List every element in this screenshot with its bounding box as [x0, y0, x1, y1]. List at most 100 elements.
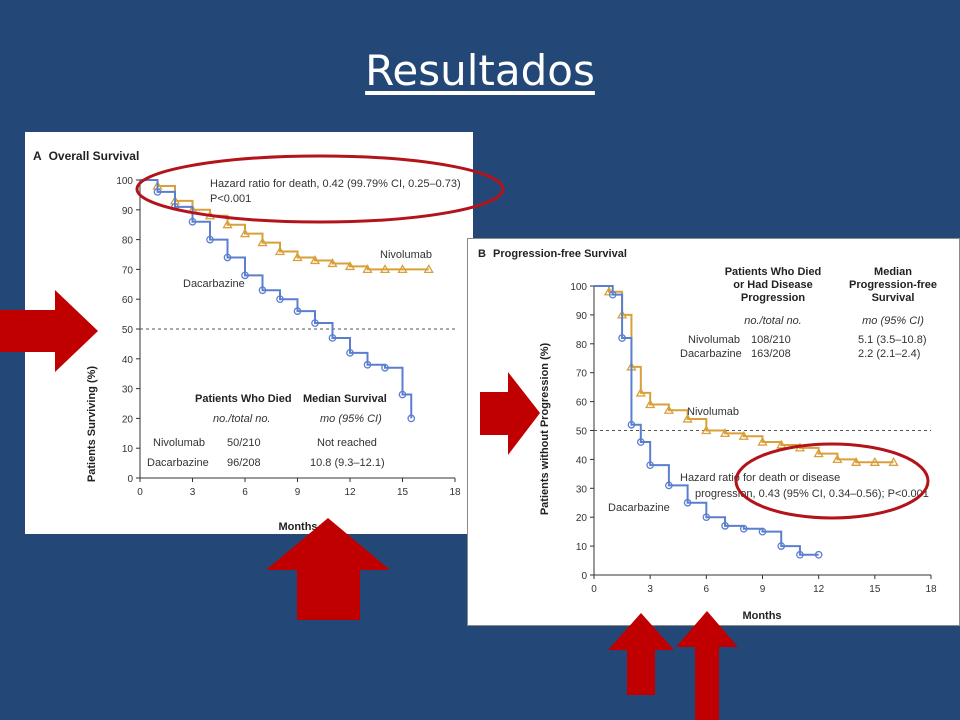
panel-b-nivolumab-curve [594, 285, 894, 464]
panel-b-dacarbazine-point [758, 527, 767, 536]
panel-a-nivolumab-point [423, 264, 434, 274]
panel-b-dacarbazine-point [618, 334, 626, 342]
panel-b-y-tick-label: 100 [570, 282, 587, 293]
panel-a-nivolumab-label: Nivolumab [380, 249, 432, 261]
panel-a-nivolumab-point [292, 252, 303, 262]
panel-b-nivolumab-point [645, 399, 656, 409]
panel-b-y-tick-label: 0 [581, 571, 587, 582]
panel-b-nivolumab-label: Nivolumab [687, 406, 739, 418]
panel-a-dacarbazine-point [223, 253, 232, 262]
panel-b-table-header-died: Patients Who Died or Had Disease Progressi… [725, 266, 822, 304]
panel-b-hazard-line1: Hazard ratio for death or disease [680, 472, 840, 484]
panel-b-y-tick-label: 70 [576, 369, 588, 380]
panel-b-y-tick-label: 20 [576, 513, 588, 524]
panel-a-y-tick-label: 80 [122, 236, 134, 247]
panel-a-x-tick-label: 15 [397, 487, 409, 498]
panel-a-dacarbazine-curve [140, 179, 413, 419]
panel-b-dacarbazine-point [702, 513, 711, 522]
slide-title: Resultados [365, 46, 595, 95]
panel-a-table-sub-median: mo (95% CI) [320, 413, 382, 425]
panel-b-dacarbazine-point [608, 290, 617, 299]
panel-a-nivolumab-point [397, 264, 408, 274]
panel-b-nivolumab-point [701, 425, 712, 435]
panel-b-nivolumab-point [682, 413, 693, 423]
panel-b-hazard-line2: progression, 0.43 (95% CI, 0.34–0.56); P… [695, 488, 929, 500]
panel-b-y-tick-label: 80 [576, 340, 588, 351]
panel-a-dacarbazine-point [398, 390, 407, 399]
progression-free-survival-panel: B Progression-free Survival Patients wit… [467, 238, 960, 626]
panel-b-x-tick-label: 6 [704, 584, 710, 595]
panel-a-y-tick-label: 10 [122, 444, 134, 455]
panel-b-x-tick-label: 12 [813, 584, 825, 595]
svg-text:A Overall Survival: A Overall Survival [33, 149, 139, 163]
panel-a-row2-median: 10.8 (9.3–12.1) [310, 457, 385, 469]
panel-b-x-tick-label: 15 [869, 584, 881, 595]
panel-b-table-sub-died: no./total no. [744, 315, 802, 327]
panel-a-dacarbazine-point [206, 235, 214, 244]
panel-a-hazard-line1: Hazard ratio for death, 0.42 (99.79% CI,… [210, 178, 461, 190]
panel-a-x-tick-label: 18 [449, 487, 461, 498]
panel-a-dacarbazine-point [311, 319, 319, 327]
panel-a-dacarbazine-point [407, 414, 416, 423]
panel-b-row1-median: 5.1 (3.5–10.8) [858, 334, 927, 346]
svg-text:B Progression-free Survi: B Progression-free Survival [478, 248, 627, 260]
panel-b-y-tick-label: 60 [576, 398, 588, 409]
panel-b-dacarbazine-point [627, 420, 636, 429]
panel-a-x-tick-label: 0 [137, 487, 143, 498]
panel-b-x-tick-label: 0 [591, 584, 597, 595]
overall-survival-chart: A Overall Survival Patients Surviving (%… [33, 149, 461, 533]
panel-b-x-tick-label: 9 [760, 584, 766, 595]
panel-a-dacarbazine-point [241, 271, 249, 280]
panel-b-dacarbazine-label: Dacarbazine [608, 502, 670, 514]
panel-a-table-header-median: Median Survival [303, 393, 387, 405]
panel-b-letter: B [478, 248, 486, 260]
panel-a-x-tick-label: 3 [190, 487, 196, 498]
panel-a-ylabel: Patients Surviving (%) [86, 366, 98, 482]
panel-b-y-tick-label: 40 [576, 455, 588, 466]
panel-a-nivolumab-point [257, 237, 268, 247]
panel-b-dacarbazine-curve [594, 285, 819, 556]
panel-b-nivolumab-point [635, 387, 646, 397]
panel-a-hazard-line2: P<0.001 [210, 193, 251, 205]
panel-b-y-tick-label: 50 [576, 427, 588, 438]
panel-b-row2-died: 163/208 [751, 348, 791, 360]
panel-a-dacarbazine-point [363, 360, 372, 369]
panel-b-y-tick-label: 30 [576, 484, 588, 495]
panel-b-nivolumab-point [663, 404, 675, 414]
panel-a-x-tick-label: 6 [242, 487, 248, 498]
panel-b-x-tick-label: 18 [925, 584, 937, 595]
panel-b-dacarbazine-point [636, 438, 645, 446]
panel-a-row1-label: Nivolumab [153, 437, 205, 449]
panel-b-row1-label: Nivolumab [688, 334, 740, 346]
panel-b-row1-died: 108/210 [751, 334, 791, 346]
panel-b-table-header-median: Median Progression-free Survival [849, 266, 937, 304]
panel-b-dacarbazine-point [721, 522, 729, 530]
panel-a-letter: A [33, 149, 42, 163]
panel-b-title: Progression-free Survival [493, 248, 627, 260]
panel-b-dacarbazine-point [665, 481, 673, 490]
panel-b-dacarbazine-point [739, 524, 748, 533]
panel-a-table-sub-died: no./total no. [213, 413, 271, 425]
panel-a-x-tick-label: 12 [344, 487, 356, 498]
panel-a-y-tick-label: 50 [122, 325, 134, 336]
panel-a-nivolumab-point [362, 264, 373, 274]
panel-b-dacarbazine-point [796, 550, 804, 559]
panel-a-dacarbazine-point [346, 348, 354, 357]
panel-a-y-tick-label: 60 [122, 295, 134, 306]
panel-a-y-tick-label: 0 [127, 474, 133, 485]
panel-b-dacarbazine-point [683, 498, 692, 507]
arrow-up-b2 [676, 611, 738, 720]
panel-b-row2-label: Dacarbazine [680, 348, 742, 360]
panel-a-nivolumab-point [309, 255, 321, 265]
panel-b-y-tick-label: 10 [576, 542, 588, 553]
panel-b-y-tick-label: 90 [576, 311, 588, 322]
panel-a-y-tick-label: 100 [116, 176, 133, 187]
panel-b-x-tick-label: 3 [647, 584, 653, 595]
panel-a-dacarbazine-point [328, 334, 337, 342]
progression-free-survival-chart: B Progression-free Survival Patients wit… [478, 248, 937, 622]
panel-b-row2-median: 2.2 (2.1–2.4) [858, 348, 920, 360]
panel-a-dacarbazine-point [381, 363, 389, 372]
panel-a-row1-died: 50/210 [227, 437, 261, 449]
panel-b-dacarbazine-point [646, 461, 655, 470]
panel-a-nivolumab-point [379, 264, 391, 274]
